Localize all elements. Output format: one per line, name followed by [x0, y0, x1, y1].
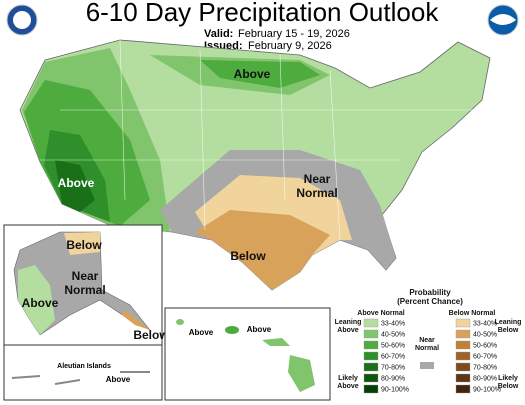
legend-range: 40-50%: [381, 331, 405, 338]
legend-range: 80-90%: [381, 375, 405, 382]
legend-range: 80-90%: [473, 375, 497, 382]
legend-near-heading: Normal: [415, 345, 439, 352]
legend-swatch: [455, 351, 471, 361]
aleutian-islands-shape: [11, 371, 150, 385]
legend-swatch: [455, 373, 471, 383]
map-label: Above: [58, 176, 95, 190]
legend-leaning-below: Leaning: [495, 319, 522, 326]
issued-date: February 9, 2026: [248, 40, 332, 52]
oahu: [225, 326, 239, 334]
legend-swatch: [455, 318, 471, 328]
legend-likely-below: Likely: [498, 375, 518, 382]
aleutian-label: Above: [106, 375, 131, 384]
legend-swatch: [363, 362, 379, 372]
legend-range: 40-50%: [473, 331, 497, 338]
legend-leaning-above: Leaning: [335, 319, 362, 326]
alaska-label: Below: [133, 328, 169, 342]
legend-range: 90-100%: [381, 386, 409, 393]
state-lines: [40, 39, 480, 241]
legend-range: 70-80%: [381, 364, 405, 371]
legend-swatch: [363, 329, 379, 339]
legend-swatch: [363, 373, 379, 383]
legend-range: 60-70%: [473, 353, 497, 360]
hawaii-inset: Above Above: [164, 307, 331, 401]
valid-dates: February 15 - 19, 2026: [238, 28, 350, 40]
title: 6-10 Day Precipitation Outlook: [86, 0, 440, 27]
legend-swatch: [455, 340, 471, 350]
legend-above-heading: Above Normal: [357, 310, 405, 317]
alaska-label: Above: [22, 296, 59, 310]
alaska-below-north: [64, 232, 100, 255]
legend-below-heading: Below Normal: [449, 310, 496, 317]
legend-range: 70-80%: [473, 364, 497, 371]
legend-near-swatch: [420, 362, 434, 369]
legend-likely-above: Above: [337, 383, 359, 390]
legend-range: 33-40%: [381, 320, 405, 327]
valid-label: Valid:: [204, 28, 233, 40]
legend-swatch: [455, 384, 471, 394]
above-70-80-west: [55, 160, 95, 212]
legend-swatch: [455, 329, 471, 339]
legend-subtitle: (Percent Chance): [397, 297, 463, 306]
big-island: [288, 355, 315, 392]
map-label: Below: [230, 249, 266, 263]
legend-near-heading: Near: [419, 337, 435, 344]
aleutian-inset: Aleutian Islands Above: [3, 344, 163, 401]
alaska-above: [18, 265, 55, 335]
conus: Above Above Near Normal Below: [19, 39, 491, 291]
header: 6-10 Day Precipitation Outlook Valid: Fe…: [6, 0, 519, 52]
alaska-inset: Below Near Normal Above Below: [3, 224, 169, 346]
legend-swatch: [363, 318, 379, 328]
legend-range: 50-60%: [381, 342, 405, 349]
legend-range: 60-70%: [381, 353, 405, 360]
legend-leaning-above: Above: [337, 327, 359, 334]
legend-swatch: [363, 351, 379, 361]
hawaii-label: Above: [189, 328, 214, 337]
aleutian-title: Aleutian Islands: [57, 363, 111, 370]
legend-range: 33-40%: [473, 320, 497, 327]
legend-swatch: [455, 362, 471, 372]
legend-range: 50-60%: [473, 342, 497, 349]
map-label: Normal: [296, 186, 337, 200]
map-label: Above: [234, 67, 271, 81]
legend: Probability (Percent Chance) Above Norma…: [335, 288, 522, 393]
legend-likely-above: Likely: [338, 375, 358, 382]
hawaii-label: Above: [247, 325, 272, 334]
alaska-below-south: [122, 310, 150, 330]
molokai-maui: [262, 338, 290, 346]
kauai: [176, 319, 184, 325]
above-50-60-north: [200, 60, 320, 88]
map-label: Near: [304, 172, 331, 186]
alaska-label: Near: [72, 269, 99, 283]
legend-likely-below: Below: [498, 383, 519, 390]
noaa-logo-bird: [490, 14, 516, 25]
alaska-label: Below: [66, 238, 102, 252]
legend-leaning-below: Below: [498, 327, 519, 334]
legend-swatch: [363, 340, 379, 350]
legend-swatch: [363, 384, 379, 394]
legend-title: Probability: [409, 288, 451, 297]
below-40-50: [195, 210, 330, 290]
legend-range: 90-100%: [473, 386, 501, 393]
alaska-label: Normal: [64, 283, 105, 297]
commerce-logo-inner: [13, 11, 31, 29]
